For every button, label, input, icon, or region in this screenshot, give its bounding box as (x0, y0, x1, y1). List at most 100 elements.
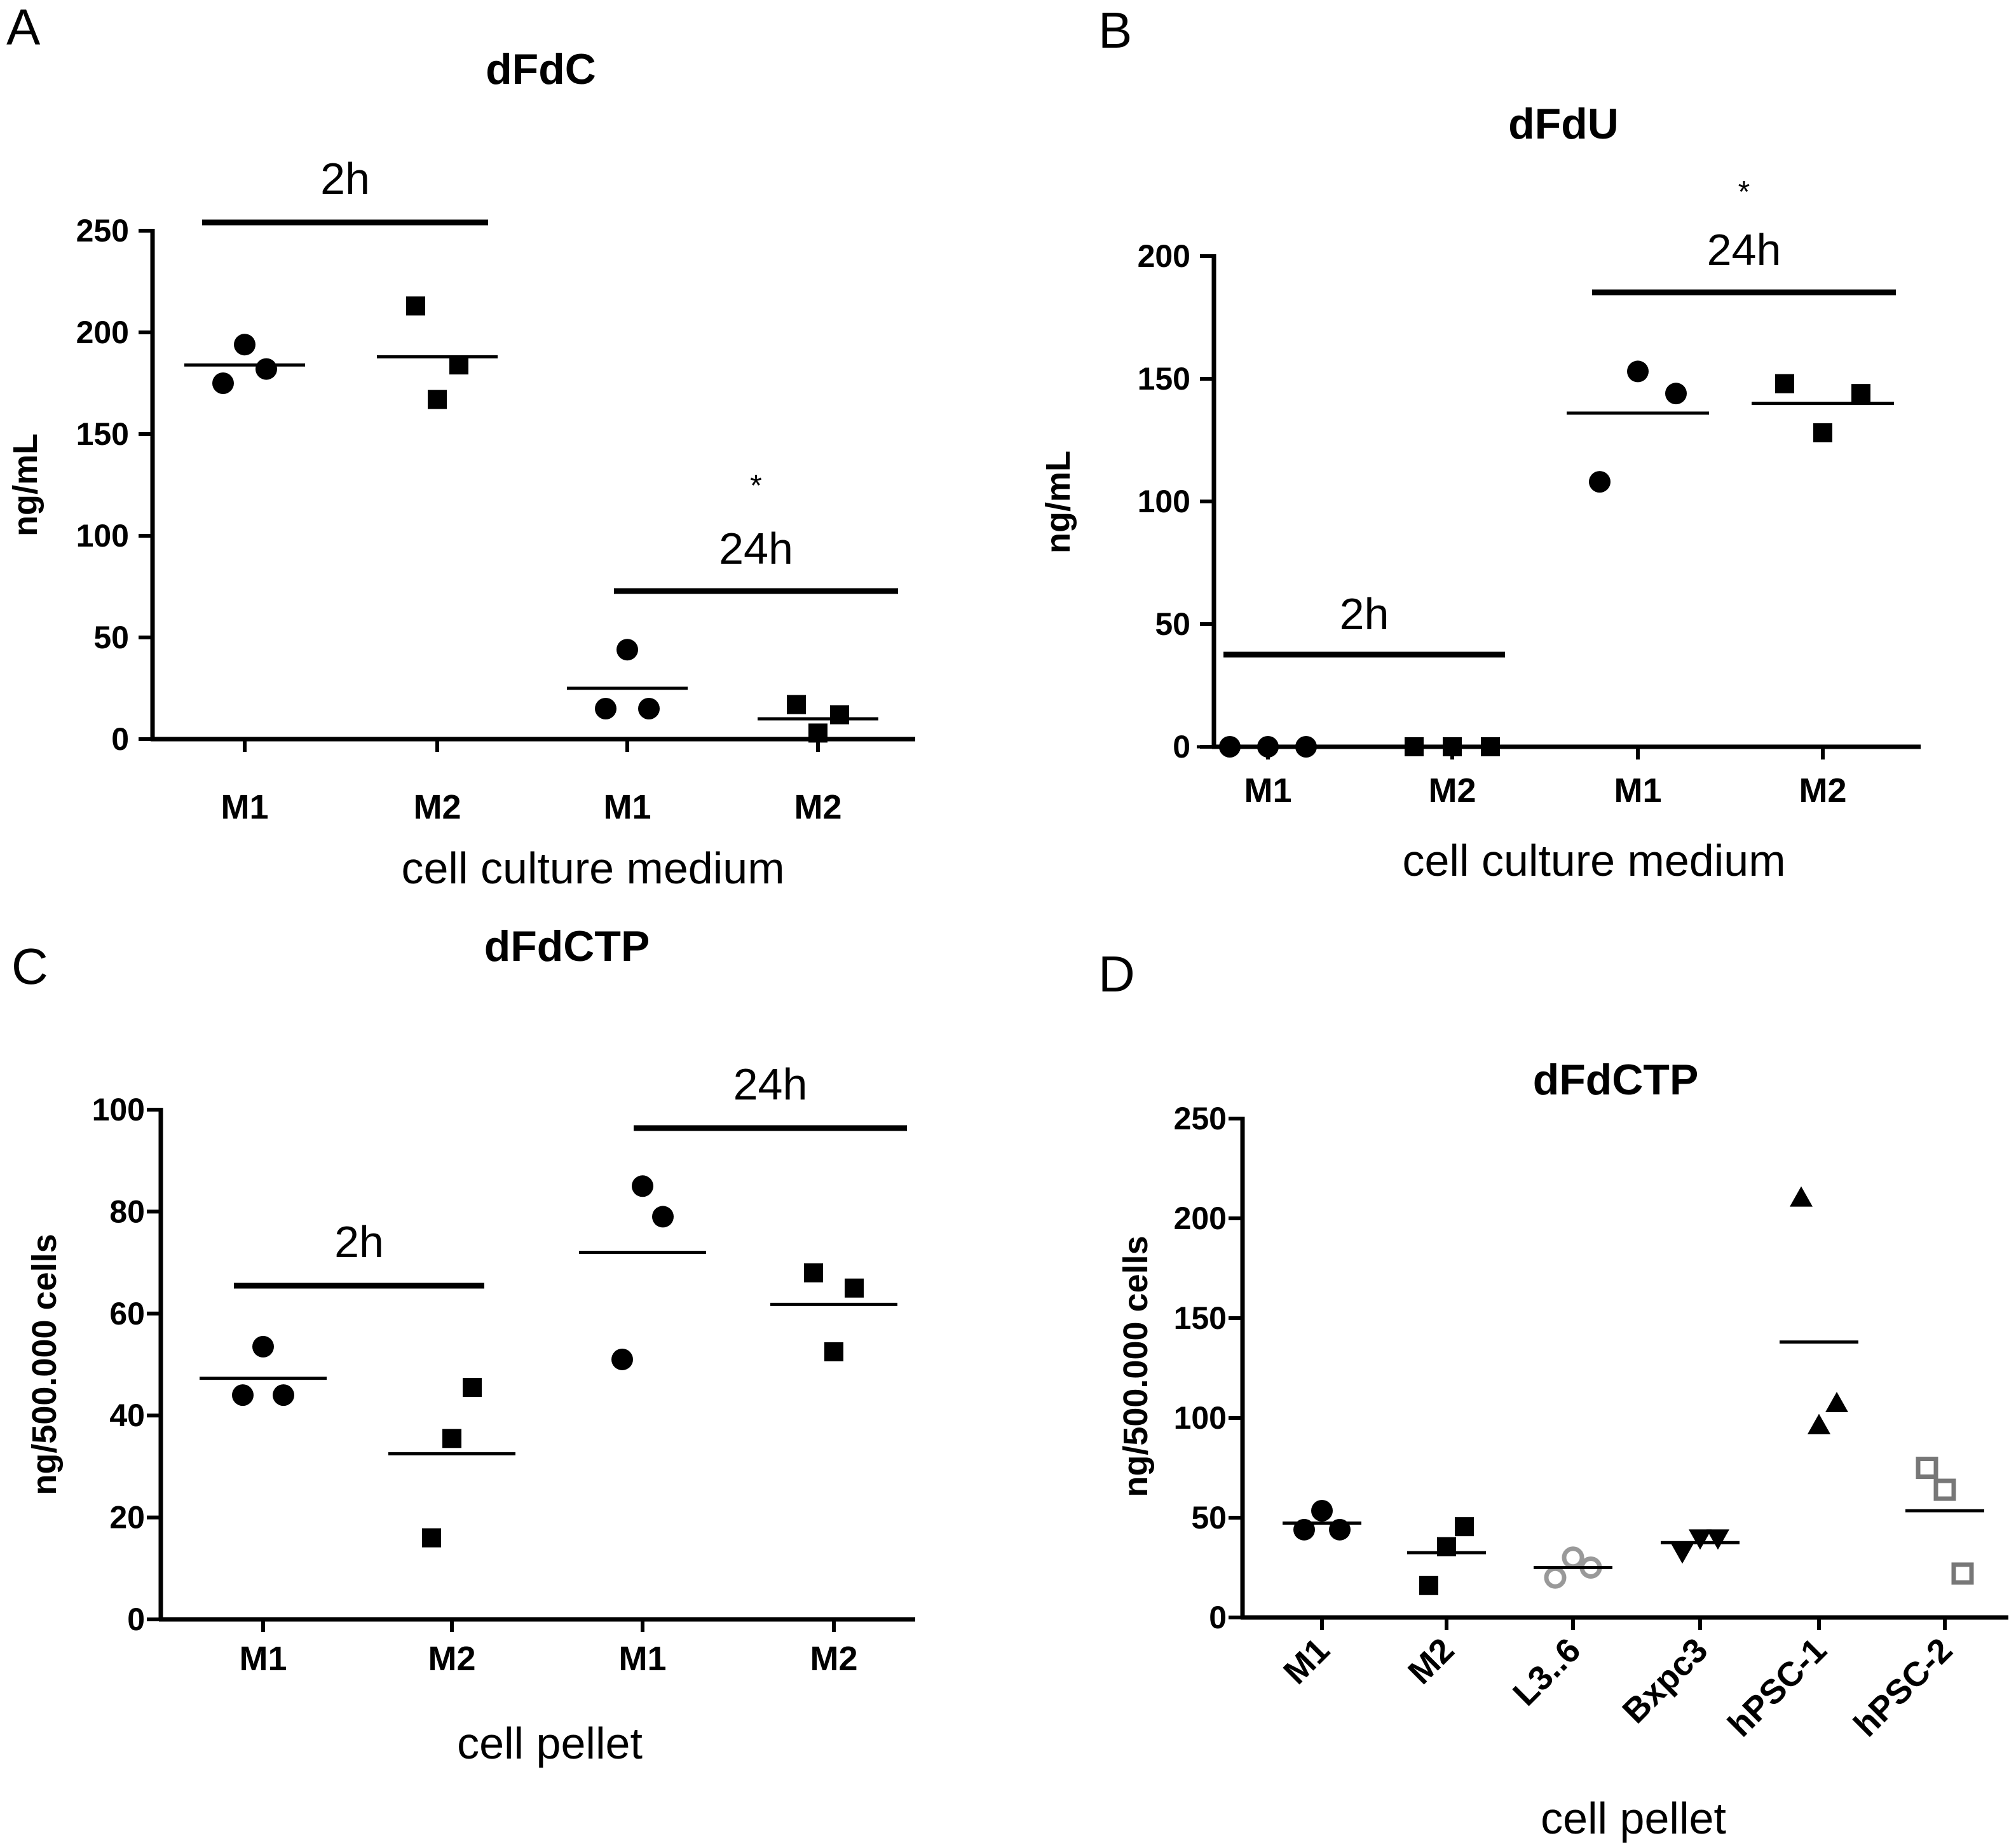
x-axis-label: cell culture medium (402, 843, 785, 893)
panel-letter: A (6, 0, 41, 55)
x-tick-label: M2 (810, 1640, 857, 1678)
y-tick-label: 200 (76, 315, 129, 350)
data-point (273, 1384, 294, 1406)
y-tick-label: 40 (109, 1398, 145, 1433)
data-point (638, 698, 660, 719)
y-axis-label: ng/500.000 cells (1117, 1236, 1155, 1497)
data-point (1790, 1186, 1813, 1207)
panel-letter: D (1098, 946, 1135, 1002)
y-tick-label: 150 (1174, 1300, 1227, 1336)
group-label: 2h (320, 154, 370, 203)
panel-letter: C (11, 938, 48, 995)
group-label: 24h (1707, 225, 1781, 275)
y-axis-label: ng/mL (1039, 451, 1077, 554)
data-point (808, 723, 828, 743)
data-point (1825, 1392, 1848, 1413)
data-point (1916, 1457, 1938, 1479)
x-tick-label: M2 (428, 1640, 475, 1678)
y-tick-label: 250 (1174, 1101, 1227, 1136)
y-tick-label: 100 (1138, 484, 1190, 519)
data-point (442, 1429, 461, 1448)
data-point (595, 698, 616, 719)
data-point (804, 1263, 823, 1283)
chart-title: dFdU (1508, 100, 1619, 148)
significance-star: * (1738, 175, 1750, 209)
x-axis-label: cell culture medium (1403, 836, 1786, 885)
chart-title: dFdCTP (1533, 1056, 1699, 1104)
x-tick-label: M1 (603, 788, 651, 826)
data-point (845, 1278, 864, 1298)
x-tick-label: L3..6 (1506, 1631, 1588, 1713)
data-point (1311, 1500, 1333, 1522)
y-tick-label: 100 (76, 518, 129, 554)
data-point (1455, 1517, 1474, 1537)
data-point (255, 358, 277, 380)
data-point (1671, 1543, 1694, 1564)
data-point (234, 334, 255, 356)
y-tick-label: 20 (109, 1500, 145, 1535)
data-point (212, 372, 234, 394)
group-label: 24h (719, 524, 793, 573)
x-tick-label: M1 (239, 1640, 287, 1678)
data-point (232, 1384, 254, 1406)
y-tick-label: 60 (109, 1296, 145, 1331)
y-tick-label: 50 (1155, 606, 1190, 642)
y-axis-label: ng/500.000 cells (25, 1234, 64, 1495)
x-tick-label: M2 (1799, 772, 1846, 810)
data-point (1419, 1576, 1438, 1595)
x-tick-label: hPSC-1 (1720, 1631, 1834, 1744)
data-point (406, 296, 425, 316)
y-tick-label: 80 (109, 1194, 145, 1229)
y-tick-label: 200 (1138, 238, 1190, 274)
data-point (1562, 1546, 1584, 1569)
y-tick-label: 0 (1209, 1600, 1227, 1635)
x-tick-label: M1 (1614, 772, 1661, 810)
data-point (1851, 384, 1870, 404)
panel-c: C dFdCTP 0 20 40 60 80 100 M1 M2 M1 M2 cell pellet… (11, 922, 915, 1768)
data-point (1775, 374, 1794, 393)
y-tick-label: 100 (1174, 1400, 1227, 1436)
group-label: 24h (733, 1059, 808, 1109)
data-point (1544, 1566, 1567, 1589)
y-tick-label: 150 (76, 416, 129, 452)
y-tick-label: 0 (1173, 729, 1190, 765)
data-point (787, 695, 806, 714)
x-axis-label: cell pellet (457, 1719, 643, 1768)
chart-title: dFdCTP (484, 922, 650, 970)
group-label: 2h (1340, 589, 1389, 639)
data-point (616, 639, 638, 661)
y-tick-label: 50 (93, 620, 129, 655)
x-tick-label: hPSC-2 (1846, 1631, 1959, 1744)
y-tick-label: 200 (1174, 1201, 1227, 1236)
x-tick-label: M1 (1244, 772, 1291, 810)
panel-b: B dFdU 0 50 100 150 200 M1 M2 M1 M2 cell culture … (1039, 2, 1921, 885)
chart-title: dFdC (486, 45, 596, 93)
x-tick-label: Bxpc3 (1615, 1631, 1715, 1731)
data-point (830, 705, 849, 725)
data-point (449, 355, 468, 375)
data-point (1808, 1413, 1830, 1434)
y-axis-label: ng/mL (6, 433, 44, 536)
data-point (1933, 1478, 1956, 1501)
data-point (428, 390, 447, 409)
data-point (1951, 1562, 1974, 1585)
y-tick-label: 250 (76, 213, 129, 248)
data-point (463, 1378, 482, 1398)
data-point (252, 1335, 274, 1358)
data-point (1627, 360, 1649, 383)
data-point (1589, 471, 1611, 493)
data-point (1813, 423, 1832, 442)
panel-letter: B (1098, 2, 1132, 58)
x-tick-label: M1 (221, 788, 268, 826)
x-tick-label: M2 (794, 788, 841, 826)
y-tick-label: 0 (127, 1602, 145, 1637)
group-label: 2h (334, 1217, 384, 1267)
x-tick-label: M1 (1276, 1631, 1337, 1691)
data-point (1665, 383, 1687, 405)
x-tick-label: M2 (1401, 1631, 1461, 1691)
y-tick-label: 150 (1138, 361, 1190, 397)
x-axis-label: cell pellet (1541, 1794, 1726, 1843)
